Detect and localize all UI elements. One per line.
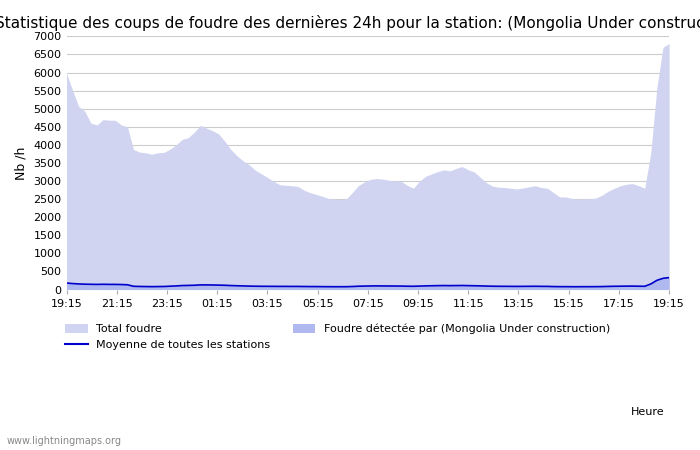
Text: www.lightningmaps.org: www.lightningmaps.org xyxy=(7,436,122,446)
Y-axis label: Nb /h: Nb /h xyxy=(15,146,28,180)
Title: Statistique des coups de foudre des dernières 24h pour la station: (Mongolia Und: Statistique des coups de foudre des dern… xyxy=(0,15,700,31)
Legend: Total foudre, Moyenne de toutes les stations, Foudre détectée par (Mongolia Unde: Total foudre, Moyenne de toutes les stat… xyxy=(61,320,615,355)
Text: Heure: Heure xyxy=(631,407,665,417)
